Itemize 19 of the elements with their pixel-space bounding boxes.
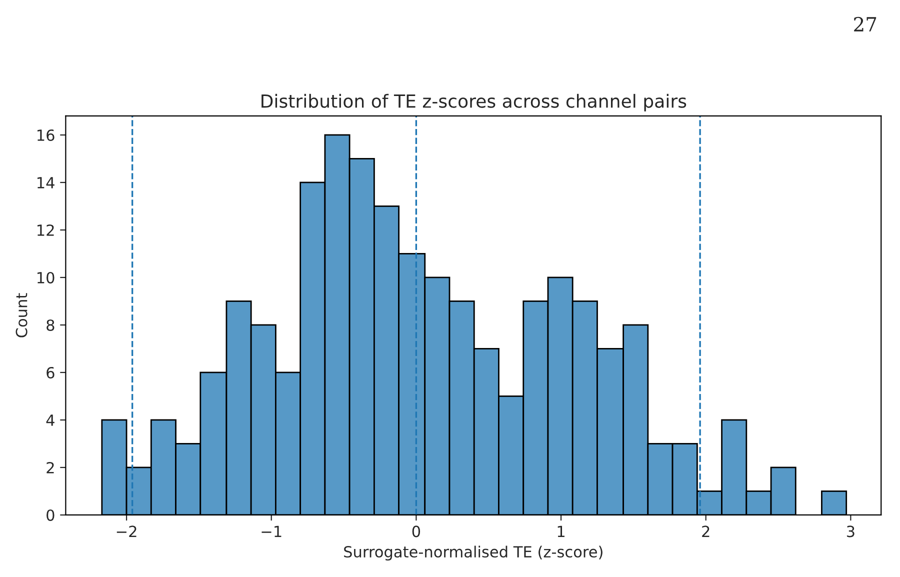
y-tick-label: 4	[46, 414, 54, 426]
y-tick-label: 2	[46, 462, 54, 474]
y-tick-label: 0	[46, 509, 54, 521]
x-tick-label: −1	[262, 526, 282, 537]
y-axis-title: Count	[16, 293, 28, 338]
x-tick-label: 2	[702, 526, 710, 537]
x-tick-label: −2	[116, 526, 136, 537]
y-tick-label: 14	[38, 177, 54, 188]
x-tick-label: 1	[558, 526, 564, 537]
x-axis-title: Surrogate-normalised TE (z-score)	[344, 546, 602, 561]
y-tick-label: 6	[46, 366, 54, 378]
y-tick-label: 12	[38, 224, 54, 236]
y-tick-label: 8	[46, 319, 54, 331]
x-tick-label: 0	[412, 526, 420, 538]
y-tick-label: 10	[38, 272, 54, 284]
chart-title: Distribution of TE z-scores across channel pairs	[262, 94, 686, 112]
text: 27	[854, 16, 876, 32]
x-tick-label: 3	[846, 526, 854, 538]
y-tick-label: 16	[38, 129, 54, 141]
